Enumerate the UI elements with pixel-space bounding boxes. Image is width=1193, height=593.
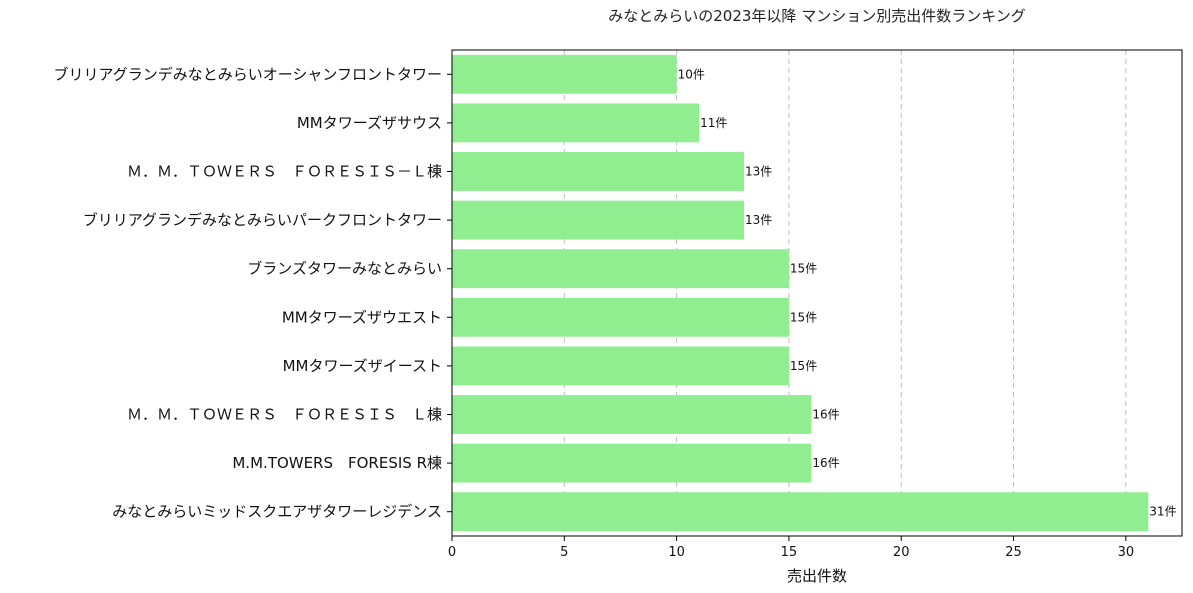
- category-label: MMタワーズザイースト: [283, 357, 442, 375]
- bar: [452, 395, 812, 434]
- category-label: ブリリアグランデみなとみらいパークフロントタワー: [83, 211, 442, 229]
- category-label: Ｍ．Ｍ．ＴＯＷＥＲＳ ＦＯＲＥＳＩＳ－Ｌ棟: [127, 163, 442, 181]
- bar: [452, 443, 812, 483]
- bar: [452, 297, 789, 337]
- category-label: みなとみらいミッドスクエアザタワーレジデンス: [112, 503, 442, 521]
- bar: [452, 103, 700, 143]
- value-label: 10件: [678, 67, 705, 81]
- value-label: 16件: [812, 456, 839, 470]
- x-tick-label: 30: [1118, 545, 1135, 560]
- bar: [452, 54, 677, 94]
- x-axis-ticks: 0 5 10 15 20 25 30: [448, 536, 1134, 560]
- value-label: 16件: [812, 408, 839, 422]
- category-label: MMタワーズザサウス: [297, 114, 442, 132]
- category-label: Ｍ．Ｍ．ＴＯＷＥＲＳ ＦＯＲＥＳＩＳ Ｌ棟: [127, 406, 442, 424]
- plot-frame: [451, 49, 1183, 537]
- value-label: 15件: [790, 262, 817, 276]
- bars-layer: [452, 54, 1149, 532]
- category-labels: ブリリアグランデみなとみらいオーシャンフロントタワー MMタワーズザサウス Ｍ．Ｍ．…: [53, 65, 452, 521]
- x-tick-label: 25: [1005, 545, 1022, 560]
- bar: [452, 249, 789, 289]
- value-label: 13件: [745, 165, 772, 179]
- value-label: 31件: [1149, 505, 1176, 519]
- x-tick-label: 20: [893, 545, 910, 560]
- value-label: 15件: [790, 359, 817, 373]
- value-label: 11件: [700, 116, 727, 130]
- x-tick-label: 0: [448, 545, 456, 560]
- x-tick-label: 10: [668, 545, 685, 560]
- bar: [452, 200, 744, 240]
- value-labels: 10件 11件 13件 13件 15件 15件 15件 16件 16件 31件: [678, 67, 1177, 518]
- chart-title: みなとみらいの2023年以降 マンション別売出件数ランキング: [608, 7, 1026, 25]
- x-axis-label: 売出件数: [787, 567, 847, 585]
- value-label: 13件: [745, 213, 772, 227]
- bar: [452, 492, 1149, 532]
- x-tick-label: 15: [781, 545, 798, 560]
- x-tick-label: 5: [560, 545, 568, 560]
- bar: [452, 152, 744, 191]
- value-label: 15件: [790, 310, 817, 324]
- category-label: ブランズタワーみなとみらい: [247, 260, 442, 278]
- category-label: ブリリアグランデみなとみらいオーシャンフロントタワー: [53, 65, 442, 83]
- bar: [452, 346, 789, 386]
- category-label: M.M.TOWERS FORESIS R棟: [232, 454, 442, 472]
- category-label: MMタワーズザウエスト: [282, 308, 442, 326]
